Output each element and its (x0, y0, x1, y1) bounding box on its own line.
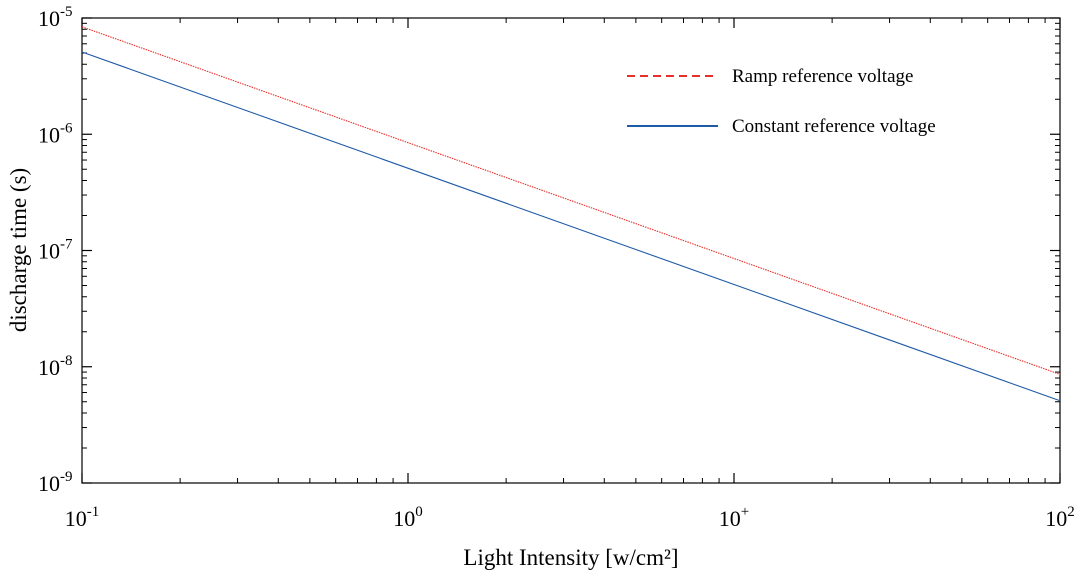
y-tick-exponent: -5 (60, 4, 73, 20)
x-tick-label: 100 (393, 504, 423, 531)
legend: Ramp reference voltage Constant reference… (627, 66, 936, 137)
x-axis-label: Light Intensity [w/cm²] (463, 545, 678, 570)
y-tick-labels: 10-9 10-8 10-7 10-6 10-5 (38, 4, 73, 496)
y-tick-label: 10-5 (38, 4, 73, 31)
y-tick-exponent: -8 (60, 353, 73, 369)
y-tick-exponent: -9 (60, 469, 73, 485)
series-line-1 (81, 26, 1061, 375)
y-tick-label: 10-9 (38, 469, 73, 496)
x-tick-label: 10+ (719, 504, 749, 531)
y-tick-label: 10-7 (38, 237, 73, 264)
x-tick-exponent: + (741, 504, 749, 520)
legend-label-2: Constant reference voltage (732, 116, 936, 137)
y-axis-label: discharge time (s) (6, 168, 31, 332)
legend-label-1: Ramp reference voltage (732, 66, 913, 87)
x-tick-exponent: -1 (87, 504, 100, 520)
major-ticks (81, 17, 1061, 484)
x-tick-exponent: 2 (1067, 504, 1075, 520)
x-tick-exponent: 0 (415, 504, 423, 520)
minor-ticks (82, 18, 1060, 483)
y-tick-label: 10-6 (38, 120, 73, 147)
x-tick-label: 10-1 (65, 504, 100, 531)
y-tick-label: 10-8 (38, 353, 73, 380)
x-tick-labels: 10-1 100 10+ 102 (65, 504, 1075, 531)
y-tick-exponent: -7 (60, 237, 73, 253)
series-line-2 (81, 51, 1061, 402)
x-tick-label: 102 (1045, 504, 1075, 531)
series-layer (81, 26, 1061, 402)
y-tick-exponent: -6 (60, 120, 73, 136)
plot-frame (81, 17, 1061, 484)
